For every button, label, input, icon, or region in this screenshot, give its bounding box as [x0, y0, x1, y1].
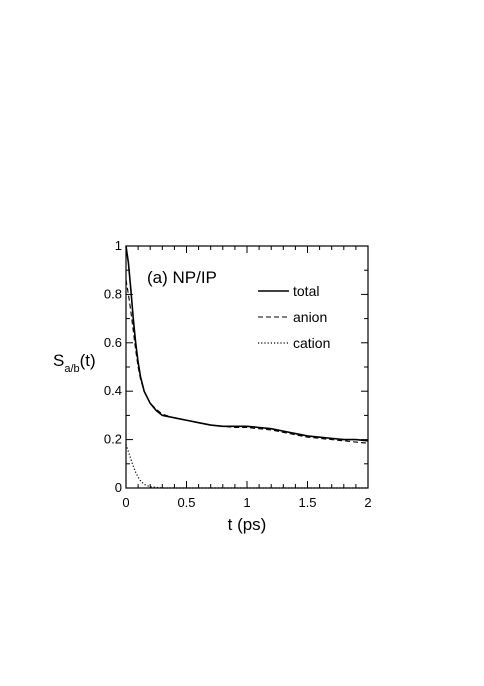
y-tick-label: 0.8: [104, 286, 122, 301]
x-tick-label: 2: [364, 495, 371, 510]
x-axis-title: t (ps): [228, 515, 267, 534]
legend: total anion cation: [258, 283, 330, 351]
series-line-cation: [125, 444, 368, 489]
legend-label-total: total: [293, 283, 319, 299]
y-axis-title-suffix: (t): [80, 351, 96, 370]
y-axis-title-main: S: [53, 351, 64, 370]
tick-labels-group: 0 0.5 1 1.5 2 0 0.2 0.4 0.6 0.8 1: [104, 238, 372, 510]
y-axis-title: Sa/b(t): [53, 351, 96, 375]
y-tick-label: 0.4: [104, 383, 122, 398]
x-tick-label: 0.5: [177, 495, 195, 510]
x-tick-label: 0: [122, 495, 129, 510]
panel-label: (a) NP/IP: [147, 268, 217, 287]
y-axis-title-sub: a/b: [64, 363, 79, 375]
y-tick-label: 1: [115, 238, 122, 253]
x-tick-label: 1: [243, 495, 250, 510]
y-tick-label: 0.6: [104, 335, 122, 350]
x-tick-label: 1.5: [298, 495, 316, 510]
legend-label-anion: anion: [293, 309, 327, 325]
y-tick-label: 0.2: [104, 432, 122, 447]
series-group: [125, 245, 369, 489]
y-tick-label: 0: [115, 480, 122, 495]
series-line-anion: [125, 279, 369, 444]
legend-label-cation: cation: [293, 335, 330, 351]
